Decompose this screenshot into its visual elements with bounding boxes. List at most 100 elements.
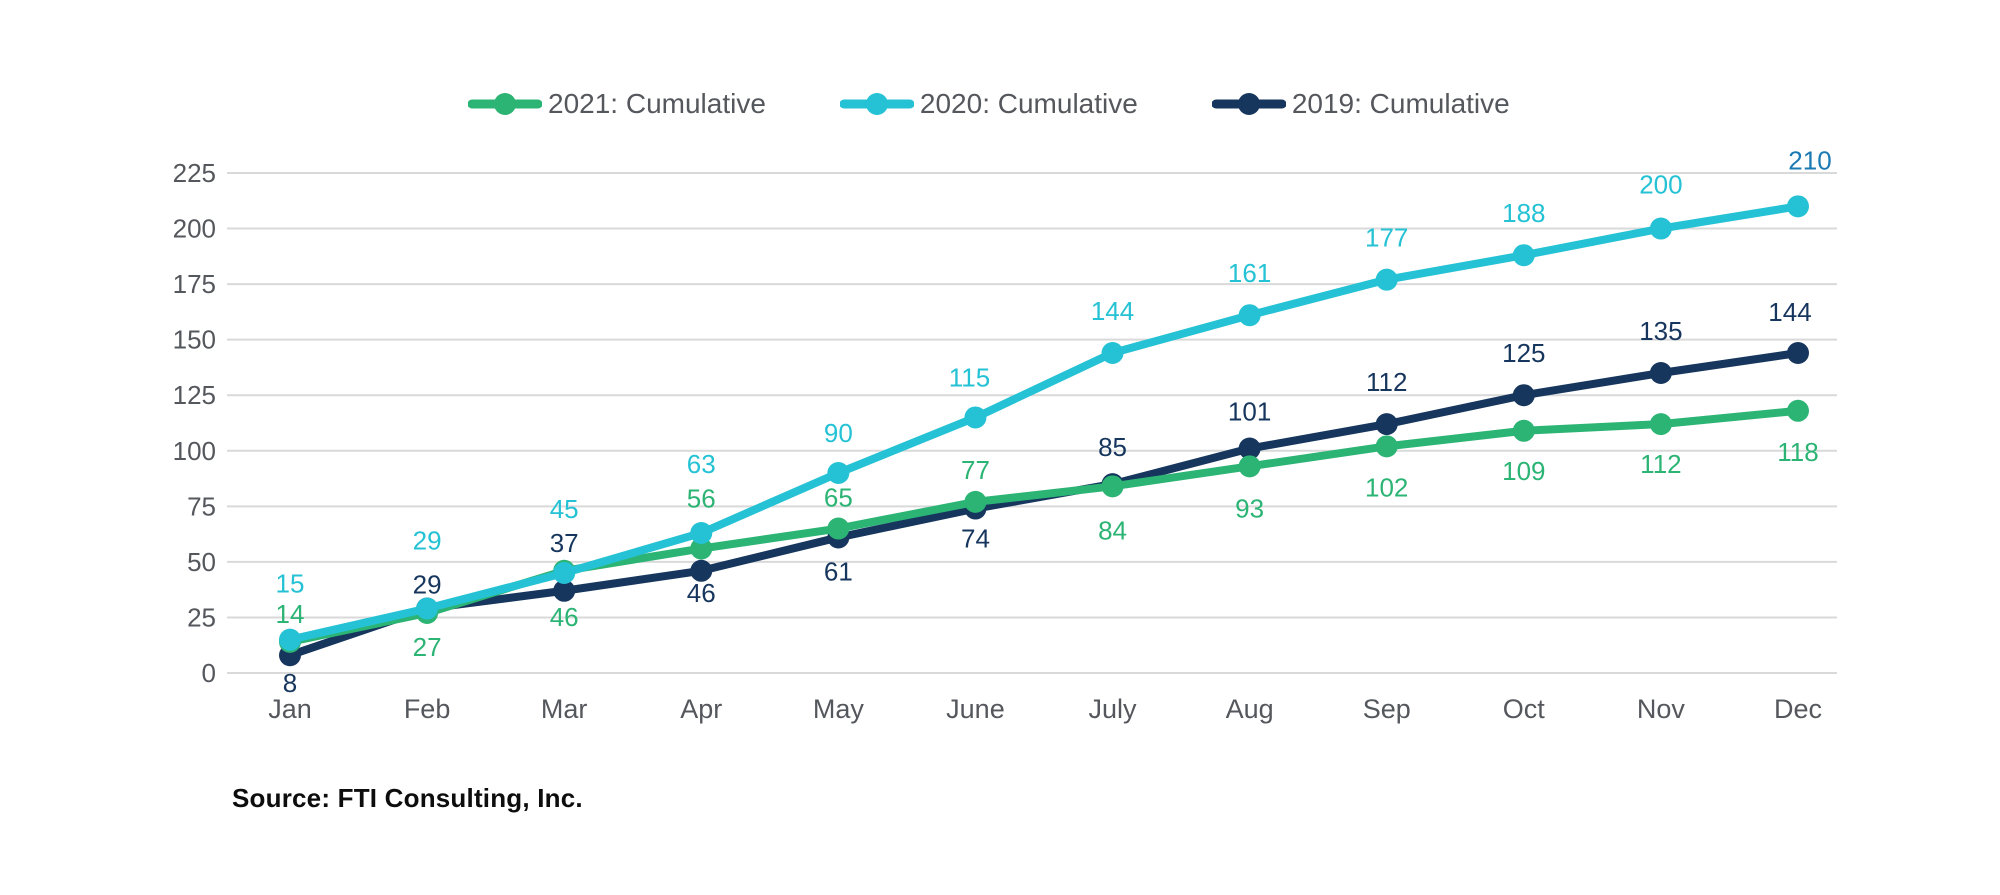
data-point-2020-Apr bbox=[690, 522, 713, 544]
data-label-2021-Mar: 46 bbox=[550, 602, 579, 632]
data-point-2021-Sep bbox=[1375, 435, 1398, 458]
data-label-2021-July: 84 bbox=[1098, 515, 1127, 545]
data-label-2020-Aug: 161 bbox=[1228, 258, 1271, 288]
x-axis-month-label: Jan bbox=[268, 694, 312, 724]
data-label-2019-Aug: 101 bbox=[1228, 397, 1271, 427]
data-point-2020-Nov bbox=[1649, 217, 1672, 240]
x-axis-month-label: Feb bbox=[404, 694, 451, 724]
data-label-2020-July: 144 bbox=[1091, 296, 1134, 326]
y-axis-tick-label: 0 bbox=[202, 658, 216, 688]
data-point-2019-Oct bbox=[1512, 384, 1535, 407]
data-point-2019-Apr bbox=[690, 559, 713, 582]
x-axis-month-label: Mar bbox=[541, 694, 588, 724]
y-axis-tick-label: 225 bbox=[173, 158, 216, 188]
data-point-2020-June bbox=[964, 406, 987, 429]
data-label-2021-June: 77 bbox=[961, 455, 990, 485]
x-axis-month-label: Oct bbox=[1503, 694, 1546, 724]
data-label-2019-Apr: 46 bbox=[687, 578, 716, 608]
data-point-2021-Oct bbox=[1512, 419, 1535, 442]
data-label-2019-Sep: 112 bbox=[1366, 367, 1407, 397]
y-axis-tick-label: 125 bbox=[173, 380, 216, 410]
data-label-2021-Nov: 112 bbox=[1640, 449, 1681, 479]
data-label-2019-Jan: 8 bbox=[283, 668, 297, 698]
data-label-2019-Oct: 125 bbox=[1502, 338, 1545, 368]
data-point-2021-Dec bbox=[1786, 399, 1809, 422]
x-axis-month-label: Sep bbox=[1363, 694, 1411, 724]
data-point-2021-July bbox=[1101, 475, 1124, 498]
legend-label-2020: 2020: Cumulative bbox=[919, 88, 1138, 119]
data-label-2020-Jan: 15 bbox=[276, 569, 305, 599]
data-label-2020-Nov: 200 bbox=[1639, 170, 1682, 200]
y-axis-tick-label: 25 bbox=[187, 602, 216, 632]
data-label-2020-Oct: 188 bbox=[1502, 198, 1545, 228]
data-point-2020-Sep bbox=[1375, 268, 1398, 291]
data-point-2020-Mar bbox=[553, 562, 576, 584]
data-point-2019-Dec bbox=[1786, 342, 1809, 364]
series-line-2020 bbox=[286, 202, 1802, 644]
data-label-2019-June: 74 bbox=[961, 524, 990, 554]
data-label-2021-Feb: 27 bbox=[413, 632, 442, 662]
data-point-2020-May bbox=[827, 462, 850, 484]
legend-item-2020: 2020: Cumulative bbox=[839, 88, 1138, 120]
data-point-2021-Aug bbox=[1238, 455, 1261, 478]
data-point-2020-Jan bbox=[279, 628, 301, 651]
data-label-2019-Nov: 135 bbox=[1639, 316, 1682, 346]
data-point-2021-May bbox=[827, 517, 850, 540]
data-label-2020-May: 90 bbox=[824, 418, 853, 448]
chart-legend: 2021: Cumulative 2020: Cumulative 2019: … bbox=[468, 88, 1510, 120]
x-axis-month-label: May bbox=[813, 694, 865, 724]
x-axis-month-label: Dec bbox=[1774, 694, 1822, 724]
data-label-2021-Oct: 109 bbox=[1502, 456, 1545, 486]
data-point-2019-Sep bbox=[1375, 413, 1398, 436]
data-label-2021-Dec: 118 bbox=[1777, 437, 1818, 467]
x-axis-month-label: Nov bbox=[1637, 694, 1686, 724]
data-point-2020-Feb bbox=[416, 597, 439, 620]
legend-item-2021: 2021: Cumulative bbox=[468, 88, 766, 120]
data-point-2019-Mar bbox=[553, 579, 576, 602]
data-point-2019-Aug bbox=[1238, 437, 1261, 460]
data-label-2021-Apr: 56 bbox=[687, 484, 716, 514]
data-point-2020-Aug bbox=[1238, 304, 1261, 327]
data-label-2020-Feb: 29 bbox=[413, 526, 442, 556]
data-point-2020-July bbox=[1101, 342, 1124, 364]
data-point-2020-Dec bbox=[1786, 195, 1809, 218]
data-point-2021-Nov bbox=[1649, 413, 1672, 436]
y-axis-tick-label: 150 bbox=[173, 325, 216, 355]
y-axis-tick-label: 100 bbox=[173, 436, 216, 466]
x-axis-month-label: June bbox=[946, 694, 1005, 724]
legend-item-2019: 2019: Cumulative bbox=[1211, 88, 1510, 120]
x-axis-month-label: Apr bbox=[680, 694, 722, 724]
data-label-2020-Sep: 177 bbox=[1365, 223, 1408, 253]
data-label-2021-May: 65 bbox=[824, 483, 853, 513]
y-axis-tick-label: 175 bbox=[173, 269, 216, 299]
y-axis-tick-label: 200 bbox=[173, 214, 216, 244]
data-label-2020-June: 115 bbox=[949, 362, 990, 392]
legend-marker-2019-icon bbox=[1211, 93, 1286, 115]
legend-marker-2020-icon bbox=[839, 93, 914, 115]
y-axis-tick-label: 75 bbox=[187, 491, 216, 521]
data-point-2020-Oct bbox=[1512, 244, 1535, 267]
series-line-2019 bbox=[286, 349, 1802, 660]
source-note: Source: FTI Consulting, Inc. bbox=[232, 783, 583, 813]
y-axis-tick-label: 50 bbox=[187, 547, 216, 577]
data-label-2021-Aug: 93 bbox=[1235, 493, 1264, 523]
x-axis-month-label: July bbox=[1089, 694, 1138, 724]
data-label-2021-Jan: 14 bbox=[276, 599, 305, 629]
x-axis-month-label: Aug bbox=[1226, 694, 1274, 724]
data-label-2019-Mar: 37 bbox=[550, 528, 579, 558]
data-label-2020-Apr: 63 bbox=[687, 449, 716, 479]
legend-label-2021: 2021: Cumulative bbox=[548, 88, 766, 119]
data-label-2019-July: 85 bbox=[1098, 432, 1127, 462]
data-label-2020-Mar: 45 bbox=[550, 494, 579, 524]
data-point-2021-June bbox=[964, 490, 987, 513]
data-label-2020-Dec: 210 bbox=[1788, 145, 1831, 175]
data-point-2021-Apr bbox=[690, 537, 713, 560]
legend-marker-2021-icon bbox=[468, 93, 542, 115]
data-label-2019-May: 61 bbox=[824, 556, 853, 586]
data-label-2019-Feb: 29 bbox=[413, 570, 442, 600]
series-line-2021 bbox=[286, 406, 1802, 646]
data-point-2019-Nov bbox=[1649, 362, 1672, 384]
legend-label-2019: 2019: Cumulative bbox=[1291, 88, 1510, 119]
data-label-2021-Sep: 102 bbox=[1365, 472, 1408, 502]
